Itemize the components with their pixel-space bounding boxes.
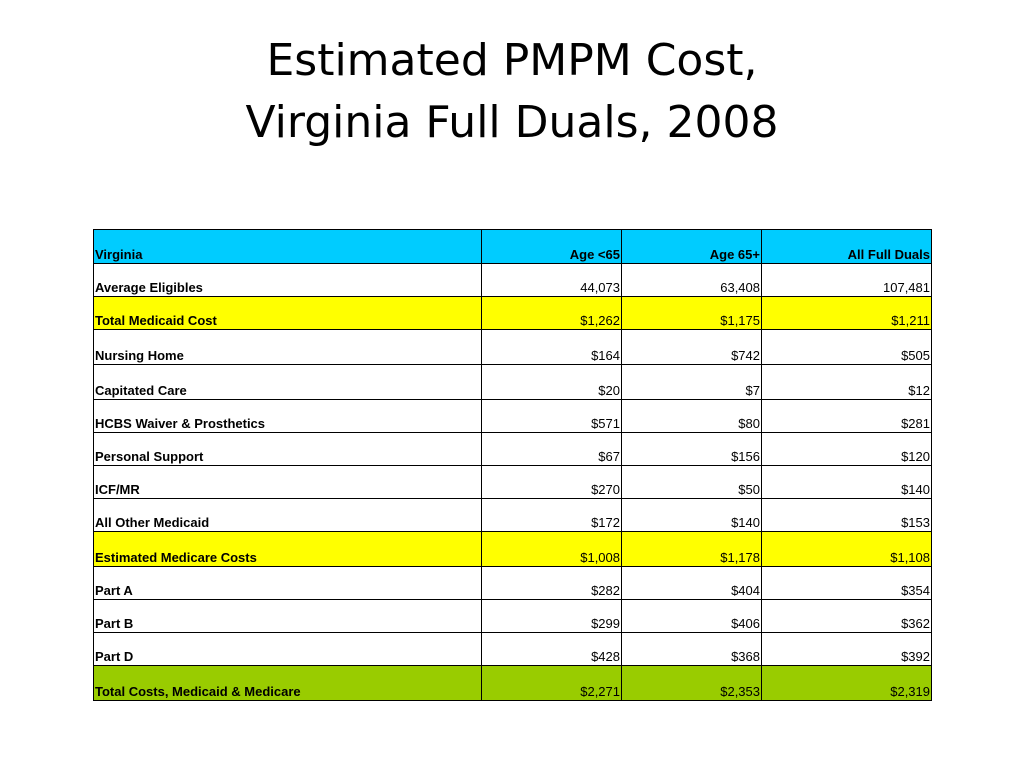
pmpm-cost-table: Virginia Age <65 Age 65+ All Full Duals … (93, 229, 932, 701)
row-value: $153 (761, 498, 932, 532)
row-value: $742 (621, 329, 762, 365)
row-value: $120 (761, 432, 932, 466)
row-value: $2,319 (761, 665, 932, 701)
row-value: $428 (481, 632, 622, 666)
row-value: $67 (481, 432, 622, 466)
table-row: Part A $282 $404 $354 (93, 566, 932, 600)
row-value: 44,073 (481, 263, 622, 297)
row-label: Estimated Medicare Costs (93, 531, 482, 567)
table-row: Total Medicaid Cost $1,262 $1,175 $1,211 (93, 296, 932, 330)
row-label: Total Medicaid Cost (93, 296, 482, 330)
row-value: $156 (621, 432, 762, 466)
row-value: $20 (481, 364, 622, 400)
table-row: Average Eligibles 44,073 63,408 107,481 (93, 263, 932, 297)
row-value: $282 (481, 566, 622, 600)
row-value: $140 (621, 498, 762, 532)
column-header-all-full-duals: All Full Duals (761, 229, 932, 264)
table-row: ICF/MR $270 $50 $140 (93, 465, 932, 499)
row-value: $362 (761, 599, 932, 633)
row-value: 107,481 (761, 263, 932, 297)
row-value: $2,271 (481, 665, 622, 701)
row-label: Nursing Home (93, 329, 482, 365)
row-value: $140 (761, 465, 932, 499)
table-row: Nursing Home $164 $742 $505 (93, 329, 932, 365)
table-body: Virginia Age <65 Age 65+ All Full Duals … (93, 229, 932, 701)
title-line-2: Virginia Full Duals, 2008 (245, 97, 779, 148)
row-value: $172 (481, 498, 622, 532)
column-header-age-65-plus: Age 65+ (621, 229, 762, 264)
row-label: Average Eligibles (93, 263, 482, 297)
table-row: Capitated Care $20 $7 $12 (93, 364, 932, 400)
row-label: Part A (93, 566, 482, 600)
row-value: $505 (761, 329, 932, 365)
page-title: Estimated PMPM Cost, Virginia Full Duals… (0, 30, 1024, 154)
table-row: All Other Medicaid $172 $140 $153 (93, 498, 932, 532)
row-value: $281 (761, 399, 932, 433)
row-value: 63,408 (621, 263, 762, 297)
row-label: Capitated Care (93, 364, 482, 400)
table-header-row: Virginia Age <65 Age 65+ All Full Duals (93, 229, 932, 264)
row-label: Total Costs, Medicaid & Medicare (93, 665, 482, 701)
row-label: ICF/MR (93, 465, 482, 499)
table-row: Part B $299 $406 $362 (93, 599, 932, 633)
table-row: Estimated Medicare Costs $1,008 $1,178 $1,1… (93, 531, 932, 567)
row-value: $80 (621, 399, 762, 433)
row-label: HCBS Waiver & Prosthetics (93, 399, 482, 433)
row-value: $354 (761, 566, 932, 600)
table-row: Personal Support $67 $156 $120 (93, 432, 932, 466)
table-row: Total Costs, Medicaid & Medicare $2,271 $2… (93, 665, 932, 701)
row-value: $404 (621, 566, 762, 600)
row-label: All Other Medicaid (93, 498, 482, 532)
row-value: $270 (481, 465, 622, 499)
column-header-age-under-65: Age <65 (481, 229, 622, 264)
row-value: $2,353 (621, 665, 762, 701)
row-value: $571 (481, 399, 622, 433)
row-value: $368 (621, 632, 762, 666)
row-value: $1,175 (621, 296, 762, 330)
row-label: Part B (93, 599, 482, 633)
row-label: Part D (93, 632, 482, 666)
row-value: $392 (761, 632, 932, 666)
row-value: $164 (481, 329, 622, 365)
table-row: Part D $428 $368 $392 (93, 632, 932, 666)
row-value: $1,008 (481, 531, 622, 567)
row-value: $50 (621, 465, 762, 499)
row-value: $1,211 (761, 296, 932, 330)
table-row: HCBS Waiver & Prosthetics $571 $80 $281 (93, 399, 932, 433)
row-value: $406 (621, 599, 762, 633)
row-value: $299 (481, 599, 622, 633)
row-label: Personal Support (93, 432, 482, 466)
title-line-1: Estimated PMPM Cost, (266, 35, 758, 86)
column-header-virginia: Virginia (93, 229, 482, 264)
row-value: $12 (761, 364, 932, 400)
row-value: $1,178 (621, 531, 762, 567)
row-value: $7 (621, 364, 762, 400)
row-value: $1,108 (761, 531, 932, 567)
row-value: $1,262 (481, 296, 622, 330)
